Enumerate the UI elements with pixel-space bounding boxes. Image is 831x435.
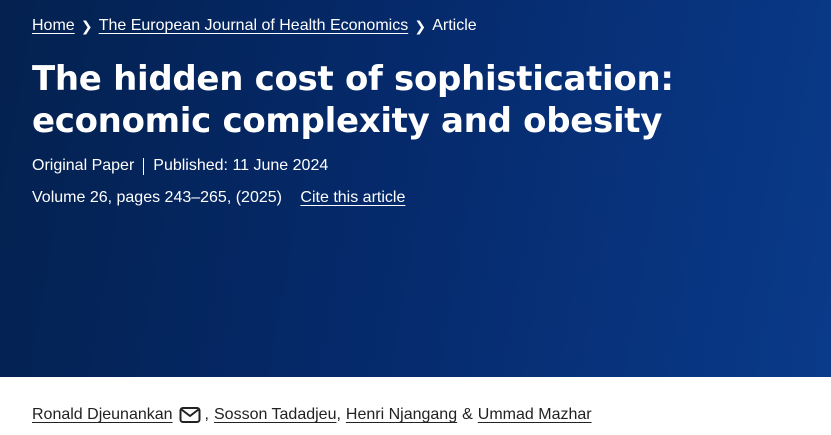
article-type: Original Paper — [32, 157, 135, 174]
author-link[interactable]: Ummad Mazhar — [477, 406, 592, 423]
cite-article-link[interactable]: Cite this article — [300, 189, 406, 206]
publication-date: Published: 11 June 2024 — [153, 157, 329, 174]
breadcrumb-home-link[interactable]: Home — [32, 17, 75, 34]
volume-pages: Volume 26, pages 243–265, (2025) — [32, 189, 282, 206]
meta-divider — [143, 157, 145, 175]
author-final-separator: & — [462, 406, 473, 423]
author-link[interactable]: Henri Njangang — [345, 406, 458, 423]
article-header: Home ❯ The European Journal of Health Ec… — [0, 0, 831, 377]
envelope-icon[interactable] — [179, 406, 201, 424]
author-link[interactable]: Sosson Tadadjeu — [214, 406, 337, 423]
breadcrumb-current: Article — [432, 17, 477, 34]
chevron-right-icon: ❯ — [80, 17, 93, 34]
chevron-right-icon: ❯ — [414, 17, 427, 34]
author-list: Ronald Djeunankan , Sosson Tadadjeu , He… — [32, 406, 592, 424]
author-separator: , — [204, 406, 209, 423]
author-separator: , — [336, 406, 341, 423]
breadcrumb-journal-link[interactable]: The European Journal of Health Economics — [98, 17, 409, 34]
article-meta: Original Paper Published: 11 June 2024 — [32, 157, 328, 175]
author-link[interactable]: Ronald Djeunankan — [32, 406, 173, 423]
breadcrumb: Home ❯ The European Journal of Health Ec… — [32, 17, 477, 35]
article-title: The hidden cost of sophistication: econo… — [32, 59, 674, 141]
article-citation-line: Volume 26, pages 243–265, (2025) Cite th… — [32, 189, 405, 207]
